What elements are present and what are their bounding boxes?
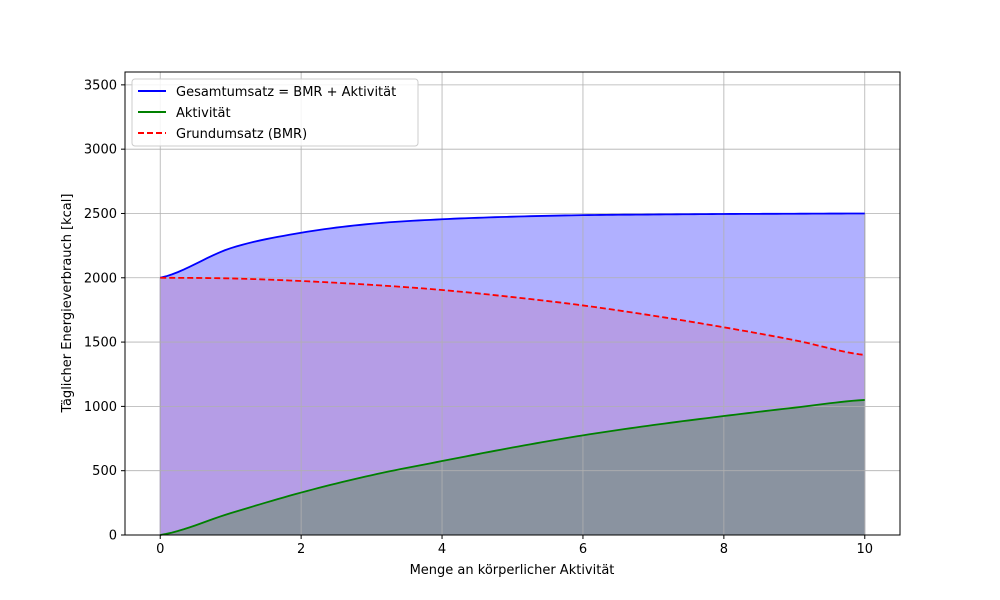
legend: Gesamtumsatz = BMR + Aktivität Aktivität… [131, 78, 419, 147]
legend-box [131, 78, 419, 147]
x-tick-label-5: 10 [856, 542, 873, 557]
legend-label-activity: Aktivität [176, 106, 231, 121]
x-tick-label-4: 8 [720, 542, 728, 557]
series-line-activity [160, 399, 865, 536]
y-tick-label-0: 0 [109, 529, 117, 544]
y-tick-label-3: 1500 [84, 336, 117, 351]
x-tick-label-3: 6 [579, 542, 587, 557]
x-tick-label-0: 0 [156, 542, 164, 557]
y-axis-ticks: 0 500 1000 1500 2000 2500 3000 3500 [84, 78, 125, 544]
x-tick-label-2: 4 [438, 542, 446, 557]
y-tick-label-4: 2000 [84, 271, 117, 286]
plot-frame [124, 71, 901, 536]
x-axis-label: Menge an körperlicher Aktivität [410, 563, 615, 578]
y-tick-label-1: 500 [92, 464, 117, 479]
legend-label-bmr: Grundumsatz (BMR) [176, 127, 307, 142]
area-fill-activity [160, 399, 865, 535]
y-tick-label-7: 3500 [84, 78, 117, 93]
x-axis-ticks: 0 2 4 6 8 10 [156, 535, 873, 557]
legend-label-total: Gesamtumsatz = BMR + Aktivität [176, 85, 396, 100]
y-axis-label: Täglicher Energieverbrauch [kcal] [60, 194, 75, 414]
area-fills [159, 213, 866, 535]
y-tick-label-6: 3000 [84, 143, 117, 158]
y-tick-label-5: 2500 [84, 207, 117, 222]
series-line-total [160, 212, 865, 279]
series-lines [160, 212, 865, 536]
series-line-bmr [160, 276, 865, 356]
y-tick-label-2: 1000 [84, 400, 117, 415]
x-tick-label-1: 2 [297, 542, 305, 557]
